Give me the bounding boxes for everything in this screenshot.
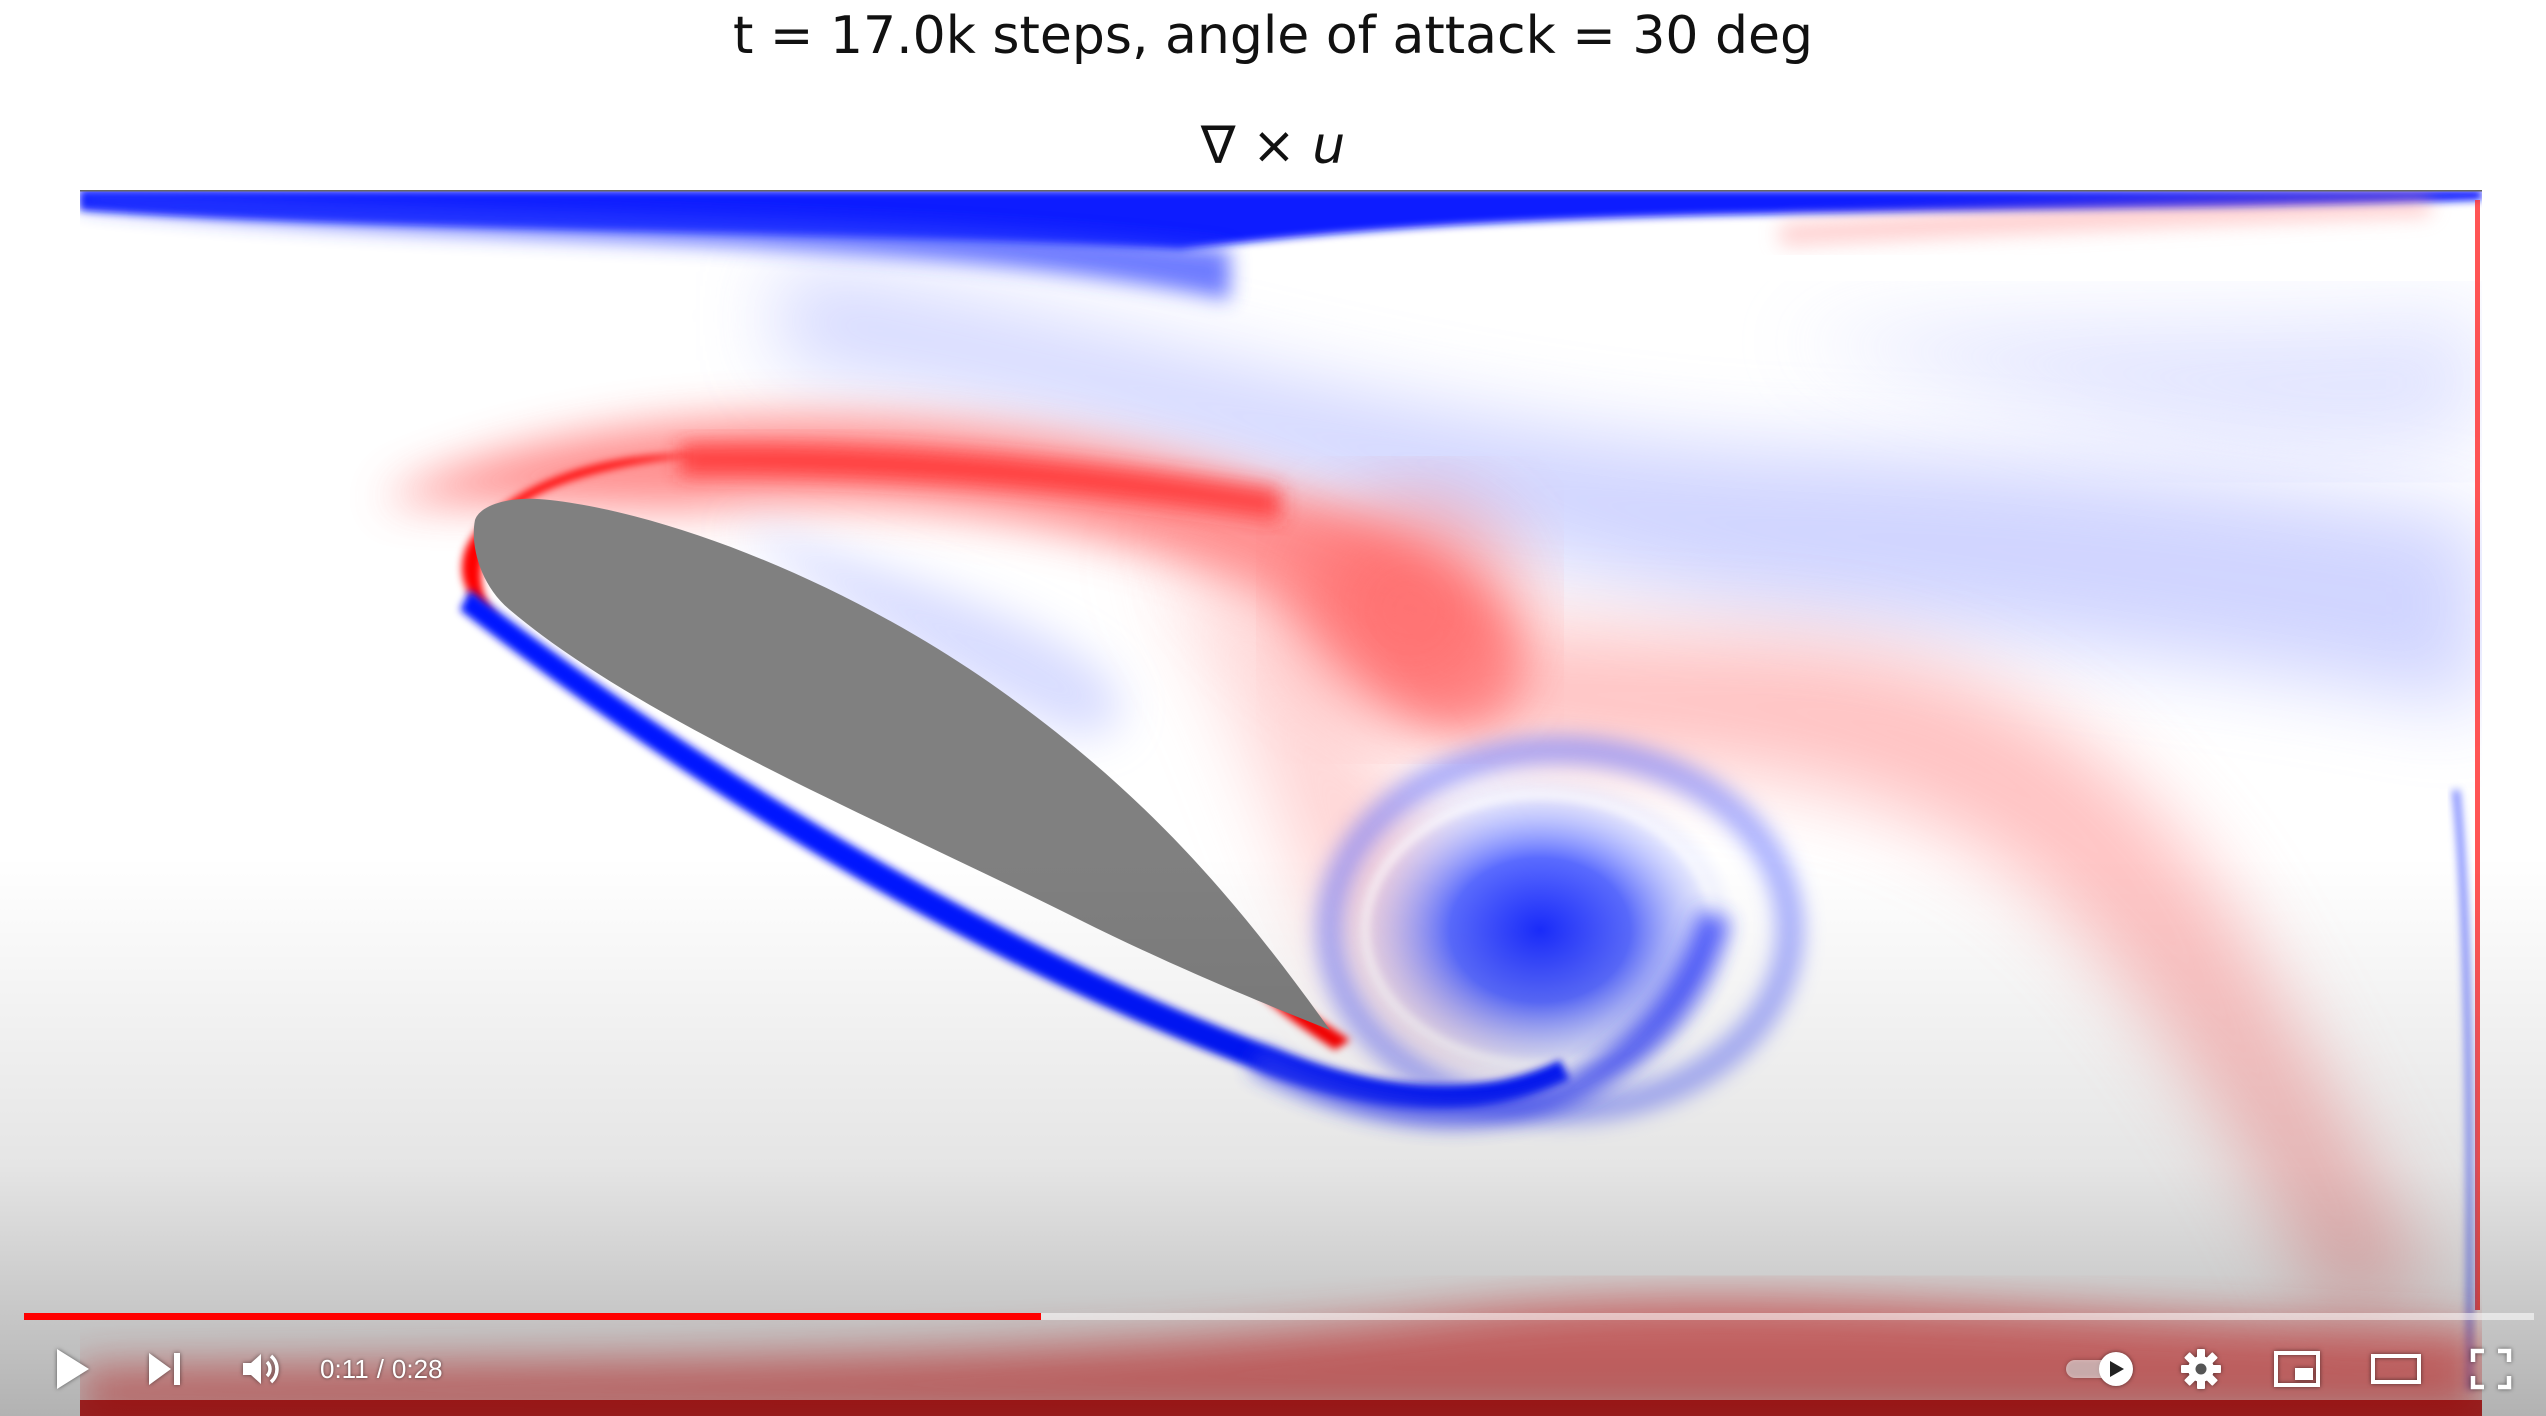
theater-mode-icon [2371, 1354, 2421, 1384]
figure-title: t = 17.0k steps, angle of attack = 30 de… [732, 6, 1814, 66]
next-icon [149, 1353, 180, 1385]
progress-bar[interactable] [24, 1313, 2534, 1320]
vorticity-field [80, 190, 2482, 1416]
settings-button[interactable] [2166, 1330, 2236, 1408]
gear-icon [2181, 1349, 2221, 1389]
play-button[interactable] [38, 1330, 108, 1408]
fullscreen-button[interactable] [2456, 1330, 2526, 1408]
autoplay-toggle[interactable] [2056, 1330, 2146, 1408]
miniplayer-button[interactable] [2262, 1330, 2332, 1408]
time-display: 0:11/0:28 [320, 1330, 443, 1408]
miniplayer-icon [2274, 1351, 2320, 1387]
play-icon [57, 1349, 89, 1389]
time-separator: / [376, 1353, 384, 1384]
player-controls: 0:11/0:28 [0, 1330, 2546, 1408]
theater-mode-button[interactable] [2356, 1330, 2436, 1408]
next-button[interactable] [130, 1330, 200, 1408]
airfoil-shape [473, 498, 1330, 1030]
autoplay-toggle-icon [2066, 1352, 2133, 1386]
progress-played [24, 1313, 1041, 1320]
mute-button[interactable] [224, 1330, 300, 1408]
duration: 0:28 [391, 1353, 443, 1384]
subtitle-variable: u [1312, 116, 1346, 176]
current-time: 0:11 [320, 1353, 369, 1384]
fullscreen-icon [2470, 1348, 2512, 1390]
figure-subtitle: ∇ × u [0, 116, 2546, 176]
volume-icon [243, 1354, 279, 1384]
subtitle-operator: ∇ × [1200, 116, 1313, 176]
